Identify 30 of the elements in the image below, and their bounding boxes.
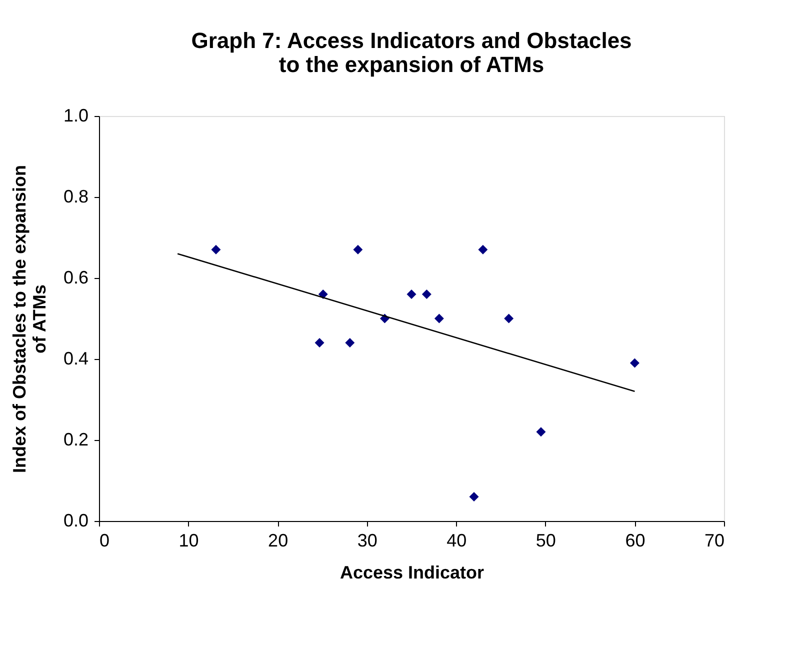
- x-tick-label: 10: [178, 530, 199, 550]
- point: [630, 358, 640, 368]
- x-tick-label: 20: [268, 530, 288, 550]
- y-axis-title: Index of Obstacles to the expansion of ATMs: [9, 164, 50, 474]
- point: [353, 244, 363, 254]
- point: [314, 338, 324, 348]
- x-tick-label: 50: [536, 530, 556, 550]
- point: [318, 289, 328, 299]
- x-axis-title: Access Indicator: [340, 562, 484, 582]
- point: [536, 427, 546, 437]
- x-tick-label: 30: [357, 530, 378, 550]
- y-tick-label: 0.8: [63, 186, 88, 206]
- point: [504, 314, 514, 324]
- x-tick-label: 0: [100, 530, 110, 550]
- y-tick-label: 0.6: [63, 268, 88, 288]
- chart-title: Graph 7: Access Indicators and Obstacles to the expansion of ATMs: [191, 28, 632, 77]
- point: [469, 492, 479, 502]
- point: [422, 289, 432, 299]
- x-tick-label: 40: [446, 530, 467, 550]
- x-tick-label: 60: [625, 530, 646, 550]
- point: [478, 244, 488, 254]
- point: [345, 338, 355, 348]
- y-tick-label: 0.2: [63, 430, 88, 450]
- point: [211, 244, 221, 254]
- y-tick-label: 0.0: [63, 510, 88, 530]
- y-tick-label: 0.4: [63, 348, 88, 368]
- x-tick-label: 70: [704, 530, 724, 550]
- point: [406, 289, 416, 299]
- y-tick-label: 1.0: [63, 106, 88, 126]
- point: [434, 314, 444, 324]
